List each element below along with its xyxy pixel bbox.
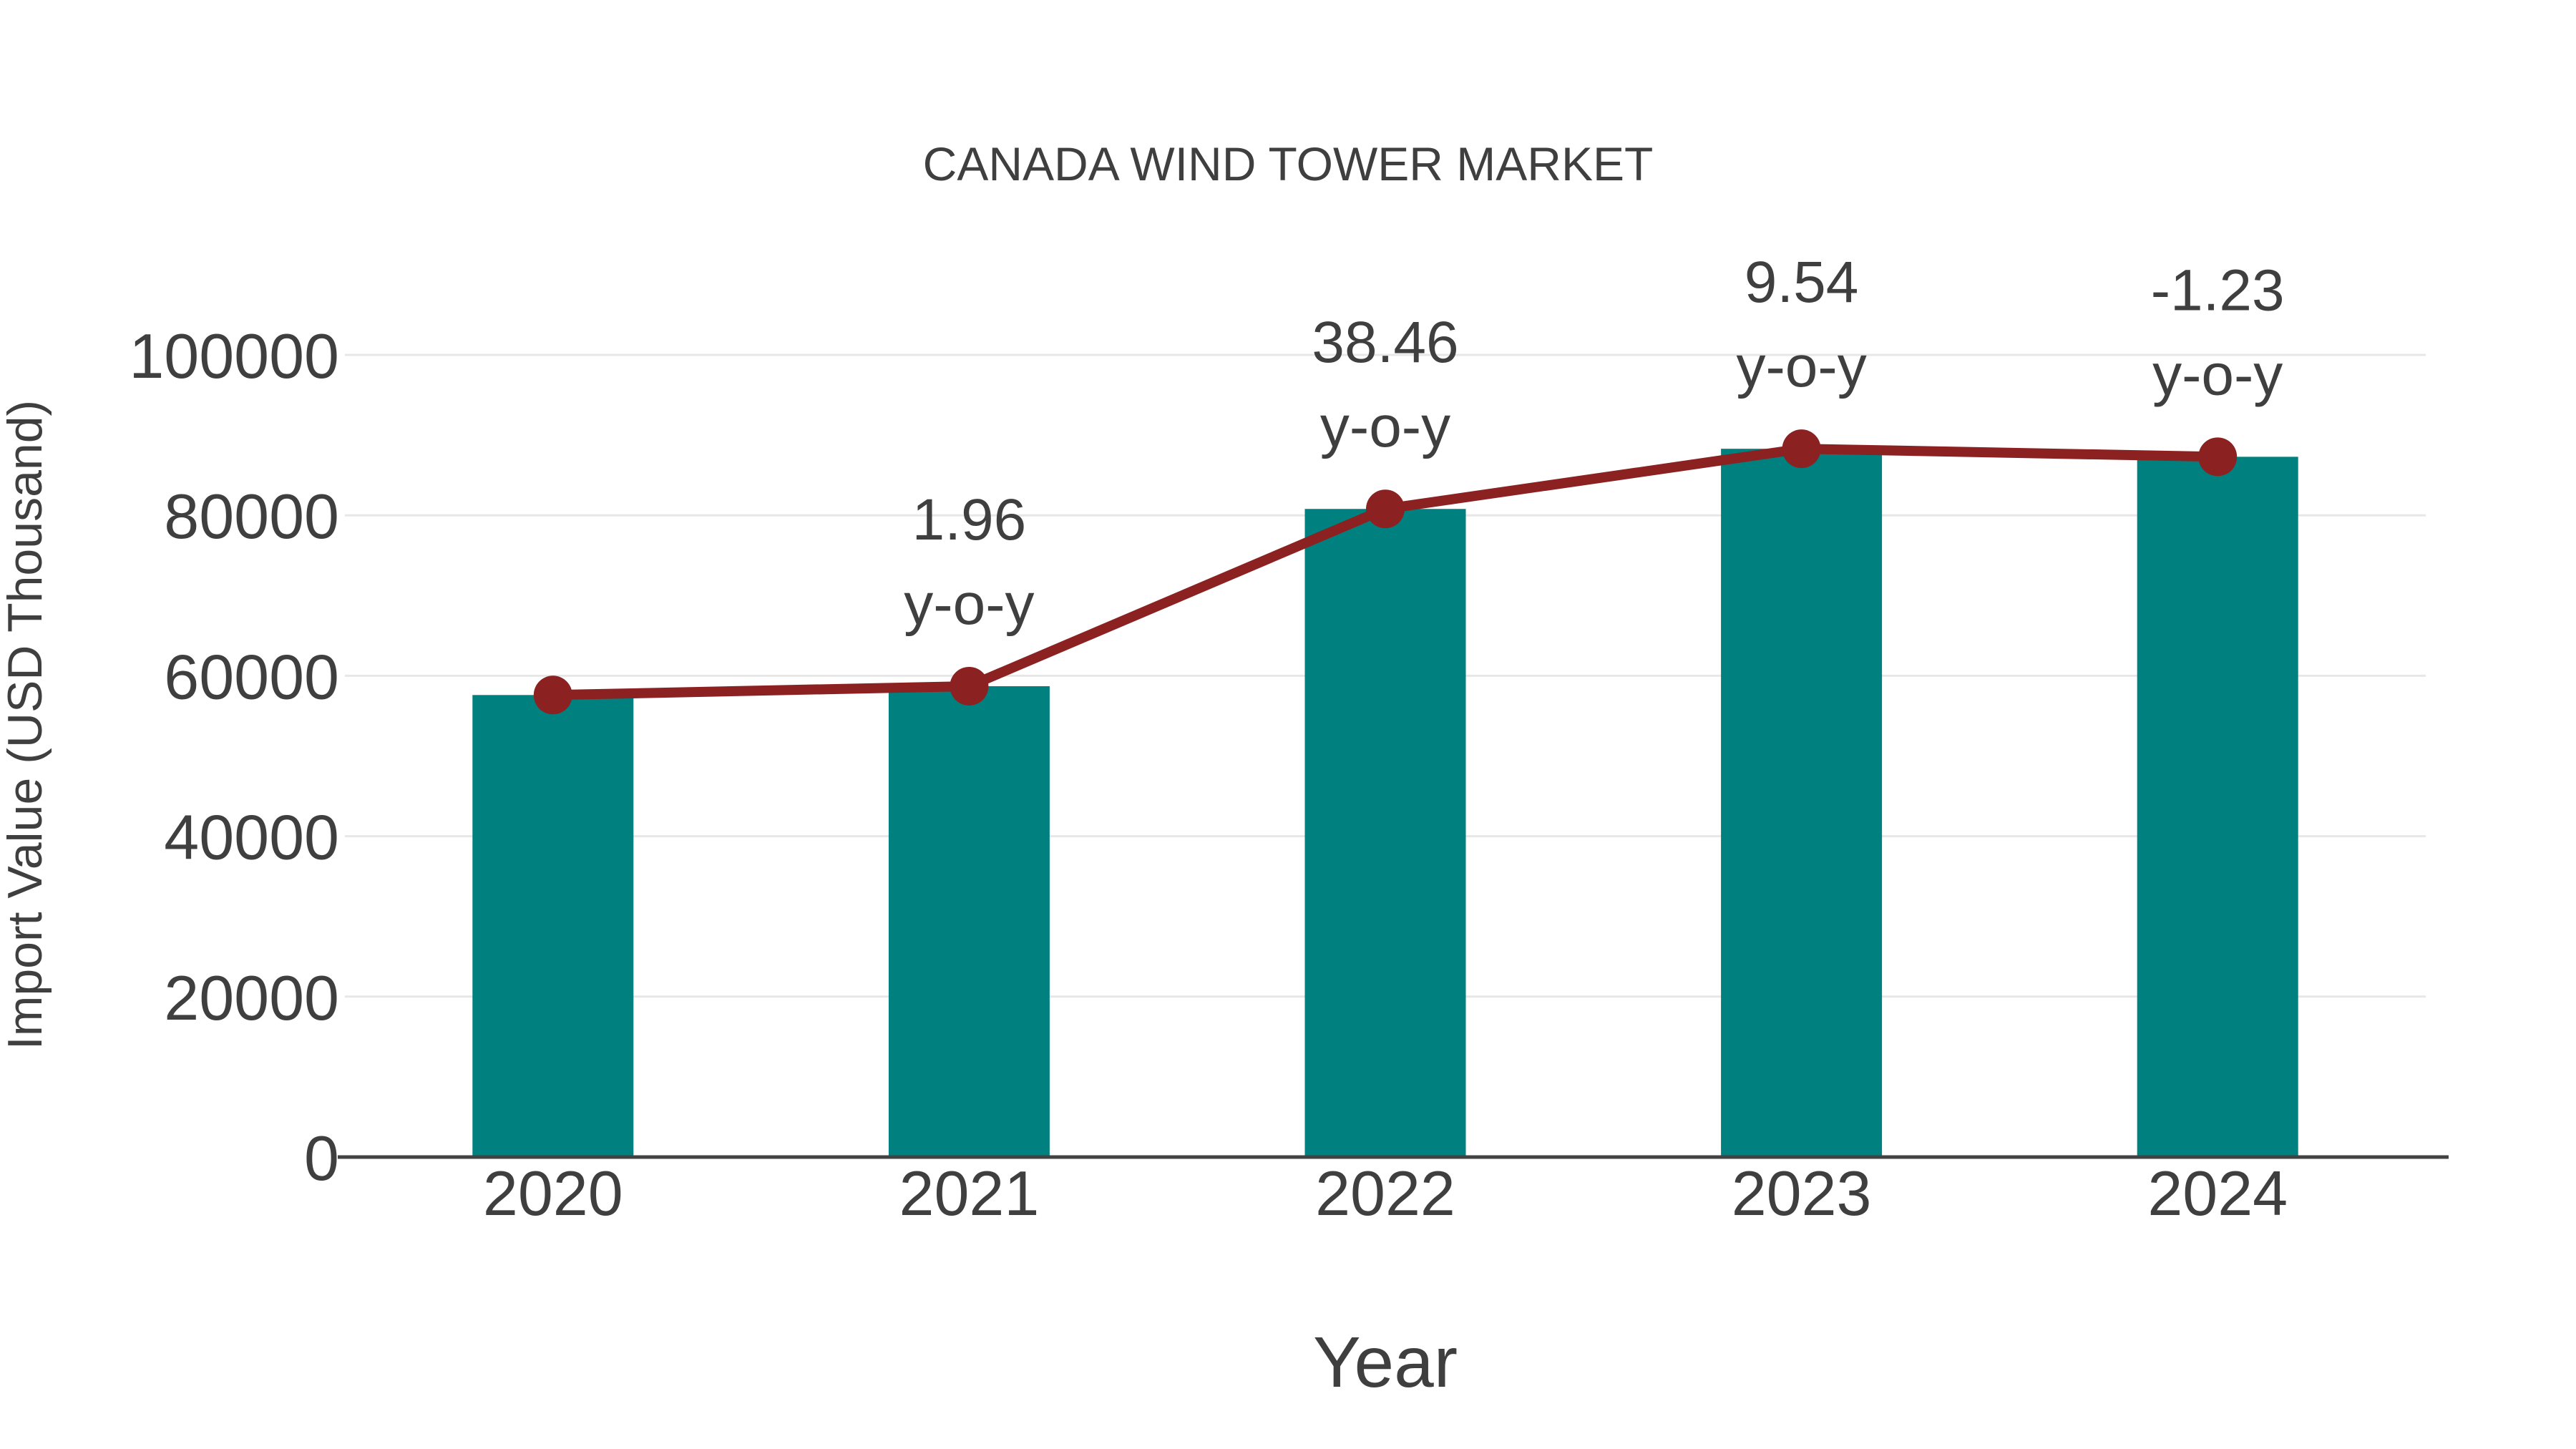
y-tick-label-40000: 40000	[164, 802, 339, 873]
annotations: 1.96 y-o-y 38.46 y-o-y 9.54 y-o-y -1.23 y-o-y	[904, 250, 2284, 637]
x-tick-label-2023: 2023	[1732, 1158, 1872, 1229]
annotation-2023-value: 9.54	[1745, 250, 1859, 315]
x-tick-label-2020: 2020	[483, 1158, 623, 1229]
annotation-2024-suffix: y-o-y	[2152, 342, 2283, 407]
annotation-2021-suffix: y-o-y	[904, 572, 1034, 637]
y-tick-label-60000: 60000	[164, 641, 339, 712]
annotation-2021-value: 1.96	[912, 487, 1027, 552]
trend-point-2021	[950, 666, 989, 706]
bars	[472, 449, 2298, 1157]
x-tick-label-2021: 2021	[899, 1158, 1040, 1229]
trend-point-2024	[2198, 437, 2238, 477]
y-tick-label-0: 0	[304, 1123, 339, 1194]
annotation-2022-value: 38.46	[1312, 310, 1458, 375]
y-tick-label-100000: 100000	[129, 321, 339, 391]
y-tick-labels: 0 20000 40000 60000 80000 100000	[129, 321, 339, 1194]
annotation-2022-suffix: y-o-y	[1320, 394, 1450, 459]
x-tick-label-2022: 2022	[1315, 1158, 1455, 1229]
bar-2023	[1721, 449, 1883, 1157]
annotation-2023-suffix: y-o-y	[1736, 334, 1866, 399]
y-axis-title: Import Value (USD Thousand)	[0, 400, 52, 1050]
bar-2024	[2137, 457, 2298, 1157]
x-axis-title: Year	[1313, 1322, 1458, 1402]
x-tick-label-2024: 2024	[2147, 1158, 2288, 1229]
y-tick-label-80000: 80000	[164, 481, 339, 552]
trend-line	[533, 429, 2238, 715]
bar-2020	[472, 695, 634, 1157]
trend-point-2022	[1366, 489, 1405, 529]
bar-2021	[888, 686, 1050, 1157]
y-tick-label-20000: 20000	[164, 962, 339, 1033]
bar-2022	[1304, 509, 1466, 1157]
trend-point-2020	[533, 675, 572, 715]
chart-title: CANADA WIND TOWER MARKET	[923, 137, 1654, 190]
x-tick-labels: 2020 2021 2022 2023 2024	[483, 1158, 2288, 1229]
annotation-2024-value: -1.23	[2151, 258, 2285, 323]
trend-point-2023	[1782, 429, 1821, 469]
